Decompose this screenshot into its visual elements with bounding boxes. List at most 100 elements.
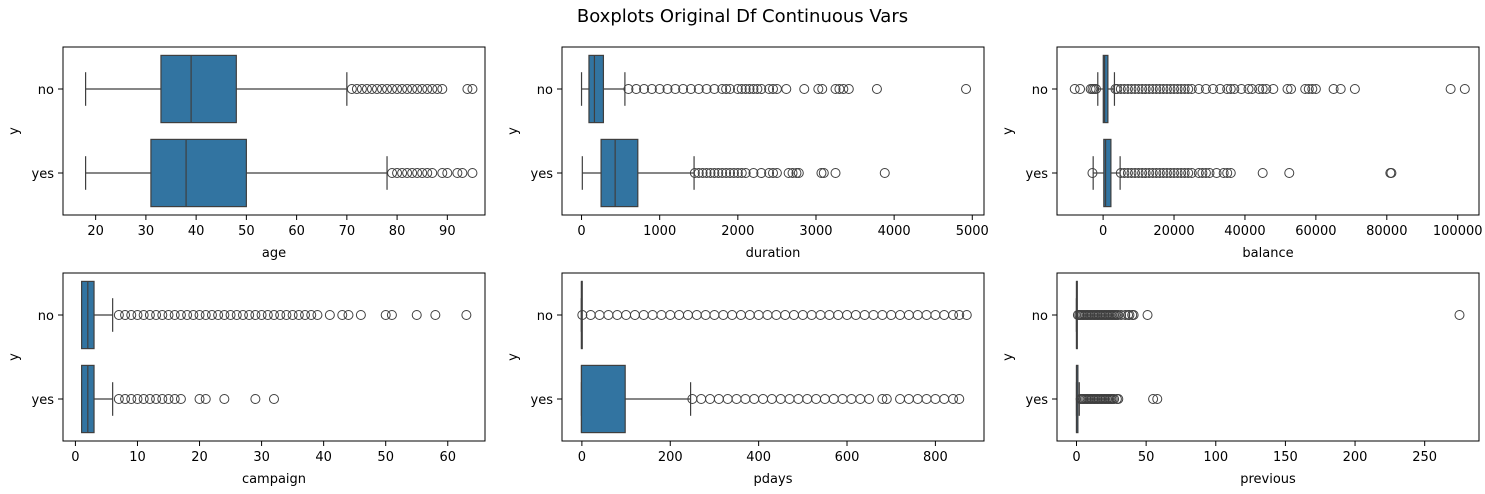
x-tick-label: 30 [138, 224, 155, 239]
outlier-point [371, 84, 382, 94]
outlier-point [813, 84, 824, 94]
outlier-point [1193, 168, 1204, 178]
x-tick-label: 10 [129, 450, 146, 465]
outlier-point [1122, 168, 1133, 178]
outlier-point [717, 84, 728, 94]
outlier-point [188, 310, 199, 320]
outlier-point [846, 394, 857, 404]
outlier-point [387, 84, 398, 94]
outlier-point [437, 168, 448, 178]
outlier-point [886, 310, 897, 320]
outlier-point [806, 310, 817, 320]
outlier-point [1147, 84, 1158, 94]
outlier-point [787, 168, 798, 178]
panel-duration: 0 1000 2000 3000 4000 5000 no yes duration y [506, 46, 989, 261]
outlier-point [735, 310, 746, 320]
outlier-point [1282, 84, 1293, 94]
outlier-point [879, 168, 890, 178]
outlier-point [1257, 168, 1268, 178]
outlier-point [815, 310, 826, 320]
outlier-point [194, 394, 205, 404]
outlier-point [817, 84, 828, 94]
outlier-point [758, 394, 769, 404]
outlier-point [397, 84, 408, 94]
outlier-point [705, 394, 716, 404]
outlier-point [728, 168, 739, 178]
outlier-point [1113, 310, 1124, 320]
panel-balance: 0 20000 40000 60000 80000 100000 no yes balance y [1001, 46, 1483, 261]
outlier-point [930, 394, 941, 404]
outlier-point [701, 168, 712, 178]
y-tick-label: yes [1026, 167, 1049, 182]
outlier-point [132, 310, 143, 320]
outlier-point [868, 310, 879, 320]
outlier-point [402, 84, 413, 94]
outlier-point [144, 310, 155, 320]
y-tick-label: yes [32, 167, 55, 182]
outlier-point [1200, 168, 1211, 178]
x-axis-label: age [262, 246, 286, 261]
x-tick-label: 20 [87, 224, 104, 239]
x-tick-label: 70 [339, 224, 356, 239]
box-no [85, 54, 478, 124]
outlier-point [412, 168, 423, 178]
outlier-point [921, 310, 932, 320]
outlier-point [219, 394, 230, 404]
outlier-point [467, 84, 478, 94]
outlier-point [343, 310, 354, 320]
outlier-point [422, 84, 433, 94]
x-tick-label: 400 [746, 450, 771, 465]
x-tick-label: 1000 [643, 224, 676, 239]
outlier-point [855, 394, 866, 404]
outlier-point [631, 84, 642, 94]
outlier-point [1300, 84, 1311, 94]
iqr-box [1103, 138, 1112, 208]
outlier-point [337, 310, 348, 320]
outlier-point [1119, 84, 1130, 94]
outlier-point [250, 310, 261, 320]
outlier-point [577, 310, 588, 320]
outlier-point [701, 84, 712, 94]
outlier-point [392, 84, 403, 94]
outlier-point [1243, 84, 1254, 94]
box-no [1069, 54, 1470, 124]
outlier-point [126, 394, 137, 404]
outlier-point [169, 310, 180, 320]
outlier-point [689, 168, 700, 178]
x-tick-label: 80 [389, 224, 406, 239]
axes-frame [62, 46, 486, 216]
x-tick-label: 40 [188, 224, 205, 239]
outlier-point [1161, 84, 1172, 94]
y-tick-label: no [38, 83, 54, 98]
outlier-point [457, 168, 468, 178]
outlier-point [756, 168, 767, 178]
y-tick-label: no [537, 83, 553, 98]
outlier-point [1254, 84, 1265, 94]
outlier-point [721, 84, 732, 94]
outlier-point [1133, 168, 1144, 178]
outlier-point [120, 310, 131, 320]
outlier-point [1310, 84, 1321, 94]
outlier-point [797, 310, 808, 320]
outlier-point [300, 310, 311, 320]
outlier-point [355, 310, 366, 320]
outlier-point [1307, 84, 1318, 94]
y-tick-label: no [1032, 309, 1048, 324]
outlier-point [718, 310, 729, 320]
x-axis-label: pdays [754, 472, 793, 487]
outlier-point [895, 394, 906, 404]
outlier-point [132, 394, 143, 404]
outlier-point [312, 310, 323, 320]
outlier-point [1137, 168, 1148, 178]
outlier-point [1284, 168, 1295, 178]
x-tick-label: 200 [1343, 450, 1368, 465]
outlier-point [1454, 310, 1465, 320]
outlier-point [244, 310, 255, 320]
outlier-point [1165, 84, 1176, 94]
x-tick-label: 50 [377, 450, 394, 465]
x-tick-label: 60 [288, 224, 305, 239]
outlier-point [732, 168, 743, 178]
x-axis-label: balance [1242, 246, 1293, 261]
outlier-point [639, 84, 650, 94]
outlier-point [912, 310, 923, 320]
